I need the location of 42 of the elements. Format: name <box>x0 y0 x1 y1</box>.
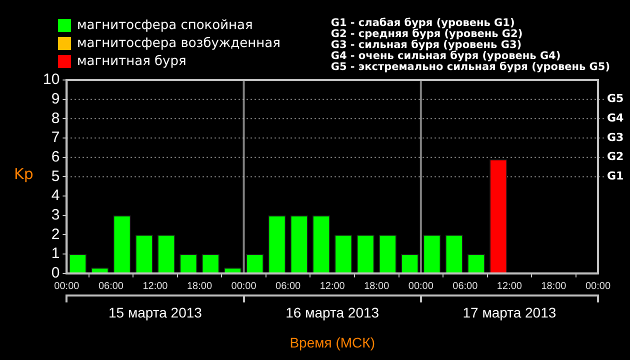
x-tick-label: 12:00 <box>496 281 522 292</box>
y-tick-label: 3 <box>51 206 60 224</box>
x-tick-label: 12:00 <box>320 281 346 292</box>
x-tick-label: 06:00 <box>452 281 478 292</box>
y-tick-label: 6 <box>51 148 60 166</box>
x-tick-label: 00:00 <box>231 281 257 292</box>
x-tick-label: 00:00 <box>408 281 434 292</box>
y-tick-label: 8 <box>51 110 60 127</box>
ref-line-label: G5 <box>607 92 624 106</box>
y-tick-label: 10 <box>42 71 60 88</box>
x2-tick-label: 16 марта 2013 <box>286 304 380 321</box>
x2-tick-label: 17 марта 2013 <box>462 304 556 321</box>
x-tick-label: 18:00 <box>541 281 567 292</box>
legend-label: магнитосфера возбужденная <box>77 36 280 50</box>
y-axis-title: Kp <box>14 165 34 183</box>
x-axis-title: Время (МСК) <box>290 334 375 350</box>
text: G4 - очень сильная буря (уровень G4) <box>330 50 562 62</box>
text: G1 - слабая буря (уровень G1) <box>330 17 516 29</box>
ref-line-label: G2 <box>607 150 624 164</box>
y-tick-label: 9 <box>51 90 60 108</box>
x-tick-label: 00:00 <box>54 281 80 292</box>
x-tick-label: 12:00 <box>142 281 168 292</box>
ref-line-label: G3 <box>607 130 624 144</box>
x-tick-label: 00:00 <box>585 281 611 292</box>
text: G3 - сильная буря (уровень G3) <box>330 39 523 51</box>
y-tick-label: 1 <box>51 245 60 262</box>
y-tick-label: 4 <box>51 187 60 204</box>
ref-line-label: G1 <box>607 170 624 183</box>
text: G5 - экстремально сильная буря (уровень G5) <box>330 61 610 73</box>
y-tick-label: 2 <box>51 226 60 243</box>
y-tick-label: 5 <box>51 168 60 185</box>
text: G2 - средняя буря (уровень G2) <box>330 28 524 40</box>
x-tick-label: 18:00 <box>364 281 390 292</box>
y-tick-label: 0 <box>51 264 60 282</box>
ref-line-label: G4 <box>607 112 624 125</box>
x-tick-label: 18:00 <box>187 281 212 292</box>
y-tick-label: 7 <box>51 129 60 146</box>
legend-label: магнитная буря <box>77 54 186 68</box>
legend-label: магнитосфера спокойная <box>77 18 253 32</box>
x-tick-label: 06:00 <box>276 281 302 292</box>
x-tick-label: 06:00 <box>98 281 124 292</box>
x2-tick-label: 15 марта 2013 <box>108 304 202 321</box>
